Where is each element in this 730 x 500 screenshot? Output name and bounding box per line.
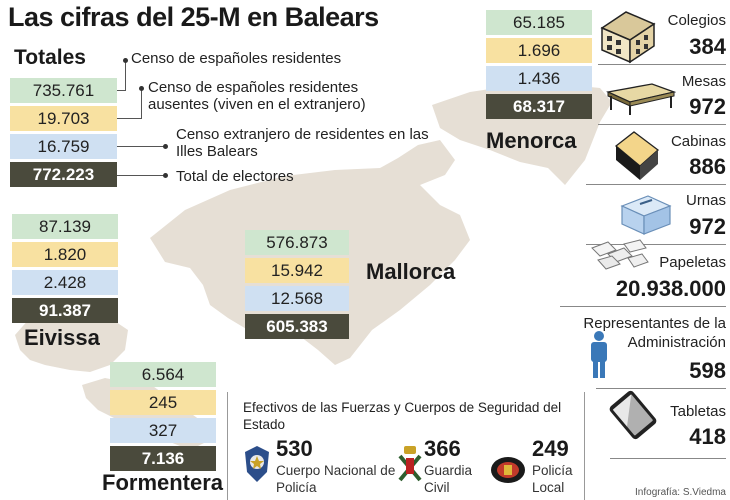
formentera-ausentes: 245 — [110, 390, 216, 415]
urnas-label: Urnas — [685, 192, 726, 209]
mesas-label: Mesas — [681, 73, 726, 90]
policia-nacional-badge-icon — [245, 446, 269, 482]
ballot-papers-icon — [591, 239, 649, 270]
legend-ausentes: Censo de españoles residentes ausentes (… — [148, 79, 366, 113]
legend-residentes: Censo de españoles residentes — [131, 50, 342, 67]
legend-electores: Total de electores — [176, 168, 294, 185]
formentera-residentes: 6.564 — [110, 362, 216, 387]
colegios-label: Colegios — [667, 12, 726, 29]
legend-extranjeros: Censo extranjero de residentes en las Il… — [176, 126, 429, 160]
tablet-icon — [609, 390, 657, 440]
mallorca-residentes: 576.873 — [245, 230, 349, 255]
mesas-value: 972 — [689, 94, 726, 119]
tabletas-label: Tabletas — [670, 403, 726, 420]
totales-extranjeros: 16.759 — [10, 134, 117, 159]
eivissa-ausentes: 1.820 — [12, 242, 118, 267]
papeletas-value: 20.938.000 — [615, 276, 726, 301]
totales-heading: Totales — [14, 46, 86, 69]
policia-nacional-value: 530 — [276, 436, 313, 461]
mallorca-electores: 605.383 — [245, 314, 349, 339]
totales-electores: 772.223 — [10, 162, 117, 187]
page-title: Las cifras del 25-M en Balears — [8, 2, 379, 32]
eivissa-shape — [15, 318, 128, 372]
voting-booth-icon — [614, 131, 660, 180]
formentera-extranjeros: 327 — [110, 418, 216, 443]
menorca-electores: 68.317 — [486, 94, 592, 119]
menorca-residentes: 65.185 — [486, 10, 592, 35]
guardia-civil-label: Guardia Civil — [424, 463, 473, 495]
ballot-box-icon — [620, 195, 672, 235]
totales-ausentes: 19.703 — [10, 106, 117, 131]
formentera-name: Formentera — [102, 470, 224, 495]
policia-local-label: Policía Local — [532, 463, 573, 495]
representantes-value: 598 — [689, 358, 726, 383]
eivissa-electores: 91.387 — [12, 298, 118, 323]
cabinas-value: 886 — [689, 154, 726, 179]
fuerzas-title: Efectivos de las Fuerzas y Cuerpos de Se… — [243, 400, 562, 432]
menorca-ausentes: 1.696 — [486, 38, 592, 63]
policia-nacional-label: Cuerpo Nacional de Policía — [276, 463, 396, 495]
cabinas-label: Cabinas — [670, 133, 726, 150]
policia-local-value: 249 — [532, 436, 569, 461]
urnas-value: 972 — [689, 214, 726, 239]
policia-local-badge-icon — [491, 457, 525, 483]
credit: Infografía: S.Viedma — [635, 487, 726, 498]
eivissa-name: Eivissa — [24, 325, 100, 350]
guardia-civil-value: 366 — [424, 436, 461, 461]
menorca-name: Menorca — [486, 128, 577, 153]
menorca-extranjeros: 1.436 — [486, 66, 592, 91]
mallorca-ausentes: 15.942 — [245, 258, 349, 283]
table-icon — [606, 83, 676, 115]
mallorca-extranjeros: 12.568 — [245, 286, 349, 311]
person-icon — [591, 331, 607, 378]
totales-residentes: 735.761 — [10, 78, 117, 103]
eivissa-residentes: 87.139 — [12, 214, 118, 239]
tabletas-value: 418 — [689, 424, 726, 449]
school-building-icon — [600, 11, 656, 64]
papeletas-label: Papeletas — [659, 254, 726, 271]
eivissa-extranjeros: 2.428 — [12, 270, 118, 295]
colegios-value: 384 — [689, 34, 726, 59]
formentera-electores: 7.136 — [110, 446, 216, 471]
guardia-civil-emblem-icon — [398, 446, 422, 482]
representantes-label: Representantes de la Administración — [583, 315, 726, 351]
mallorca-name: Mallorca — [366, 259, 456, 284]
